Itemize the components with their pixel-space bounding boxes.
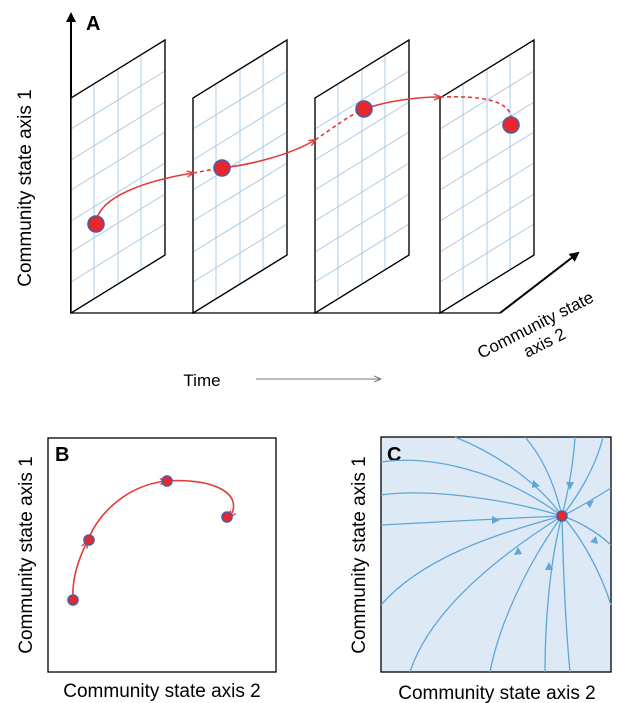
panel-c-letter: C: [387, 444, 401, 466]
time-slice-1: [70, 38, 166, 315]
state-point-t2: [213, 159, 231, 177]
state-point-t3: [355, 100, 373, 118]
time-slice-3: [314, 38, 410, 315]
panel-b-point-3: [161, 475, 173, 487]
panel-b-trajectory: [72, 481, 234, 599]
panel-a-time-label: Time: [183, 371, 220, 390]
time-slice-4: [439, 38, 535, 315]
panel-b-y-axis-label: Community state axis 1: [16, 456, 37, 653]
panel-a-y-axis-label: Community state axis 1: [15, 89, 36, 286]
panel-c-x-axis-label: Community state axis 2: [398, 683, 595, 703]
panel-b-frame: [47, 437, 277, 673]
panel-c-attractor-point: [556, 510, 568, 522]
state-point-t4: [502, 116, 520, 134]
panel-b-letter: B: [55, 444, 69, 466]
time-slice-2: [192, 38, 288, 315]
panel-c: C Community state axis 1 Community state…: [349, 436, 612, 703]
panel-b-point-4: [221, 511, 233, 523]
panel-c-frame: [380, 436, 612, 673]
panel-a-letter: A: [86, 13, 100, 35]
panel-b: B Community state axis 1 Community state…: [16, 437, 277, 702]
panel-b-point-2: [83, 534, 95, 546]
panel-b-point-1: [67, 594, 79, 606]
panel-a: A Community state axis 1 Community state…: [15, 12, 597, 390]
panel-c-flow-arrows: [492, 480, 598, 570]
panel-c-flow-field: [380, 436, 612, 673]
panel-b-x-axis-label: Community state axis 2: [63, 681, 260, 702]
state-point-t1: [87, 215, 105, 233]
panel-c-y-axis-label: Community state axis 1: [349, 456, 370, 653]
panel-a-depth-axis: [499, 251, 580, 314]
